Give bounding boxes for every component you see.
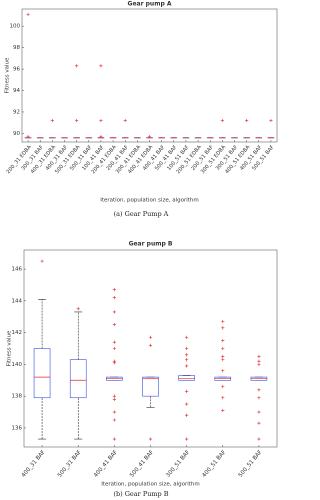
outlier bbox=[257, 362, 261, 366]
outlier bbox=[99, 135, 103, 139]
y-tick-label: 142 bbox=[12, 330, 23, 336]
box bbox=[142, 376, 159, 397]
outlier bbox=[221, 385, 225, 389]
caption: (a) Gear Pump A bbox=[114, 210, 169, 218]
outlier bbox=[185, 413, 189, 417]
outlier bbox=[112, 397, 116, 401]
outlier bbox=[257, 354, 261, 359]
outlier bbox=[26, 12, 30, 16]
outlier bbox=[112, 361, 116, 365]
outlier bbox=[99, 64, 103, 68]
outlier bbox=[50, 118, 54, 123]
outlier bbox=[221, 408, 225, 413]
x-tick-label: 500_51 BAF bbox=[238, 449, 264, 478]
outlier bbox=[40, 259, 44, 263]
outlier bbox=[112, 437, 116, 441]
outlier bbox=[221, 326, 225, 330]
x-axis-label: Iteration, population size, algorithm bbox=[100, 198, 199, 204]
outlier bbox=[112, 410, 116, 414]
outlier bbox=[221, 319, 225, 324]
outlier bbox=[148, 437, 153, 441]
outlier bbox=[76, 307, 80, 311]
outlier bbox=[185, 353, 189, 357]
outlier bbox=[148, 335, 153, 339]
x-axis-label: Iteration, population size, algorithm bbox=[101, 482, 200, 488]
outlier bbox=[220, 118, 224, 123]
chart-title: Gear pump A bbox=[128, 1, 172, 8]
y-tick-label: 90 bbox=[13, 131, 20, 137]
outlier bbox=[99, 118, 103, 123]
outlier bbox=[221, 338, 225, 343]
outlier bbox=[257, 437, 261, 441]
y-tick-label: 136 bbox=[12, 425, 23, 431]
x-tick-label: 400_51 BAF bbox=[201, 449, 227, 478]
y-tick-label: 96 bbox=[13, 67, 20, 73]
plot-frame bbox=[21, 8, 278, 143]
x-tick-label: 400_31 BAF bbox=[21, 449, 47, 478]
plot-frame bbox=[23, 249, 278, 448]
y-tick-label: 94 bbox=[13, 88, 20, 94]
outlier bbox=[221, 354, 225, 359]
outlier bbox=[245, 118, 249, 123]
outlier bbox=[257, 396, 261, 400]
outlier bbox=[257, 410, 261, 414]
outlier bbox=[257, 421, 261, 425]
x-tick-label: 500_31 BAF bbox=[57, 449, 83, 478]
outlier bbox=[221, 369, 225, 373]
x-tick-label: 500_41 BAF bbox=[129, 449, 155, 478]
box bbox=[69, 359, 87, 399]
outlier bbox=[185, 437, 189, 441]
y-tick-label: 100 bbox=[10, 24, 21, 30]
outlier bbox=[112, 288, 116, 292]
caption: (b) Gear Pump B bbox=[113, 490, 168, 498]
y-tick-label: 92 bbox=[13, 109, 20, 115]
outlier bbox=[148, 343, 153, 347]
y-tick-label: 140 bbox=[12, 362, 23, 368]
outlier bbox=[257, 388, 261, 392]
outlier bbox=[75, 64, 79, 68]
box bbox=[33, 348, 51, 399]
y-axis-label: Fitness value bbox=[7, 330, 13, 366]
y-axis-label: Fitness value bbox=[5, 57, 11, 93]
outlier bbox=[185, 364, 189, 368]
y-tick-label: 144 bbox=[12, 298, 23, 304]
outlier bbox=[185, 402, 189, 406]
outlier bbox=[185, 346, 189, 351]
x-tick-label: 400_41 BAF bbox=[93, 449, 119, 478]
chart-title: Gear pump B bbox=[129, 241, 173, 248]
y-tick-label: 138 bbox=[12, 394, 23, 400]
outlier bbox=[112, 340, 116, 344]
outlier bbox=[112, 296, 116, 300]
outlier bbox=[185, 335, 189, 339]
y-tick-label: 146 bbox=[12, 267, 23, 273]
outlier bbox=[221, 358, 225, 362]
outlier bbox=[185, 389, 189, 393]
figure: Gear pump A Fitness value Iteration, popul… bbox=[5, 1, 278, 498]
outlier bbox=[185, 358, 189, 362]
outlier bbox=[123, 118, 127, 123]
box bbox=[178, 375, 195, 381]
x-tick-label: 300_51 BAF bbox=[165, 449, 191, 478]
outlier bbox=[269, 118, 273, 123]
outlier bbox=[26, 135, 30, 139]
y-tick-label: 98 bbox=[13, 45, 20, 51]
outlier bbox=[75, 118, 79, 123]
outlier bbox=[112, 310, 116, 314]
outlier bbox=[112, 323, 116, 327]
outlier bbox=[112, 346, 116, 351]
outlier bbox=[257, 359, 261, 363]
outlier bbox=[112, 418, 116, 422]
outlier bbox=[221, 396, 225, 400]
outlier bbox=[112, 394, 116, 398]
outlier bbox=[221, 346, 225, 351]
outlier bbox=[147, 135, 152, 139]
